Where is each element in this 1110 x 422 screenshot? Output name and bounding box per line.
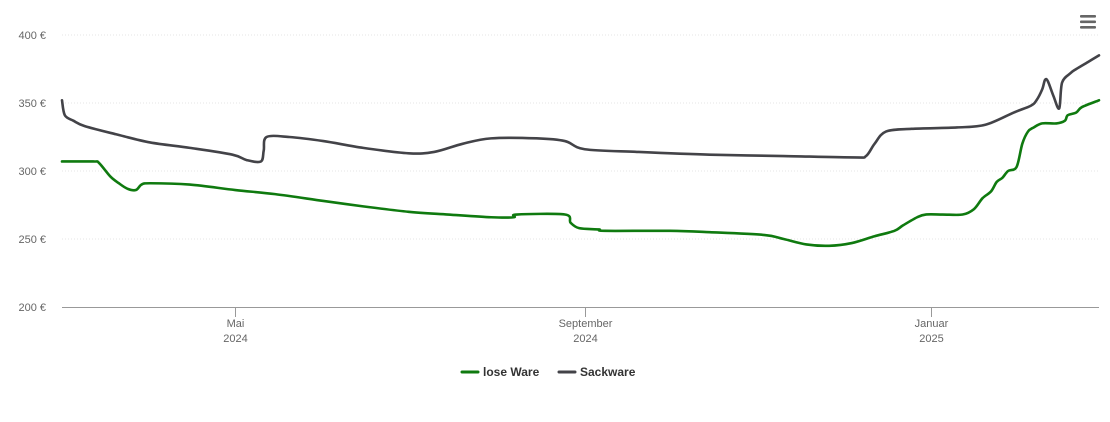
y-tick-label: 200 €: [18, 302, 46, 314]
x-tick-label-year: 2024: [573, 333, 597, 345]
x-tick-label-month: Mai: [227, 318, 245, 330]
legend-label: Sackware: [580, 365, 636, 379]
y-tick-label: 300 €: [18, 166, 46, 178]
grid-layer: [62, 34, 1099, 240]
x-tick-label-year: 2024: [223, 333, 247, 345]
legend-label: lose Ware: [483, 365, 540, 379]
x-tick-label-year: 2025: [919, 333, 943, 345]
x-axis: Mai 2024 September 2024 Januar 2025: [62, 307, 1099, 345]
y-axis: 200 € 250 € 300 € 350 € 400 €: [18, 30, 46, 314]
y-tick-label: 350 €: [18, 98, 46, 110]
chart-menu-button[interactable]: [1074, 8, 1102, 36]
x-tick-label-month: September: [559, 318, 613, 330]
y-tick-label: 250 €: [18, 234, 46, 246]
series-line-lose-ware[interactable]: [60, 98, 1101, 248]
y-tick-label: 400 €: [18, 30, 46, 42]
legend: lose Ware Sackware: [460, 365, 636, 379]
series-layer: [60, 54, 1101, 248]
legend-item-lose-ware[interactable]: lose Ware: [460, 365, 540, 379]
legend-item-sackware[interactable]: Sackware: [557, 365, 636, 379]
x-tick-label-month: Januar: [915, 318, 949, 330]
hamburger-menu-icon[interactable]: [1080, 15, 1096, 29]
series-line-sackware[interactable]: [60, 54, 1101, 164]
